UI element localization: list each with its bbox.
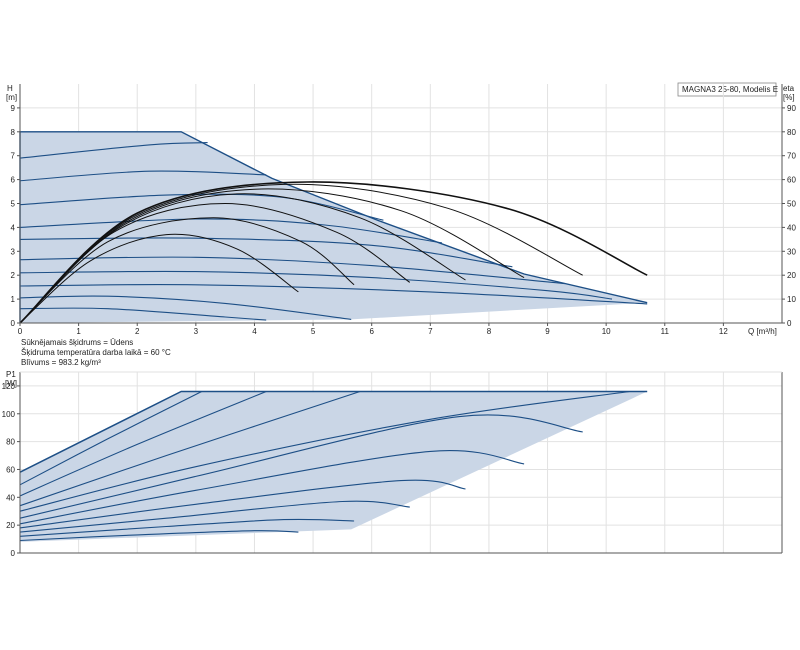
p1-curve-4 xyxy=(19,390,630,512)
top-x-tick-5: 5 xyxy=(311,327,316,336)
top-x-tick-4: 4 xyxy=(252,327,257,336)
p1-curve-7 xyxy=(19,479,466,529)
qh-curve-0 xyxy=(19,142,208,159)
top-x-tick-8: 8 xyxy=(487,327,492,336)
bot-y-tick-2: 40 xyxy=(6,493,15,502)
eta-curve-4 xyxy=(19,188,525,324)
qh-curve-9 xyxy=(19,307,267,321)
qh-curve-6 xyxy=(19,270,613,300)
top-operating-region xyxy=(20,131,648,323)
p1-curve-9 xyxy=(19,518,355,537)
top-x-tick-7: 7 xyxy=(428,327,433,336)
fluid-info-2: Šķidruma temperatūra darba laikā = 60 °C xyxy=(21,348,171,357)
top-y2-tick-5: 50 xyxy=(787,200,796,209)
p1-curve-6 xyxy=(19,450,525,525)
top-y2-tick-9: 90 xyxy=(787,104,796,113)
p1-axis-unit: [W] xyxy=(5,379,17,388)
legend-box xyxy=(677,82,777,97)
qh-curve-1 xyxy=(19,170,267,182)
top-x-tick-2: 2 xyxy=(135,327,140,336)
qh-curve-3 xyxy=(19,218,443,244)
p1-curve-8 xyxy=(19,500,410,533)
top-y-tick-1: 1 xyxy=(11,295,16,304)
qh-curve-5 xyxy=(19,256,566,285)
bot-operating-region xyxy=(20,391,648,542)
top-y2-tick-7: 70 xyxy=(787,152,796,161)
h-axis-label: H xyxy=(7,84,13,93)
top-y-tick-0: 0 xyxy=(11,319,16,328)
h-axis-unit: [m] xyxy=(6,93,17,102)
top-y-tick-6: 6 xyxy=(11,176,16,185)
top-y2-tick-6: 60 xyxy=(787,176,796,185)
eta-curve-1 xyxy=(19,217,355,324)
bot-y-tick-4: 80 xyxy=(6,438,15,447)
top-y-tick-5: 5 xyxy=(11,200,16,209)
top-y-tick-7: 7 xyxy=(11,152,16,161)
top-x-tick-12: 12 xyxy=(719,327,728,336)
p1-curve-0 xyxy=(19,390,648,473)
top-y-tick-3: 3 xyxy=(11,247,16,256)
top-x-tick-1: 1 xyxy=(76,327,81,336)
bot-y-tick-5: 100 xyxy=(2,410,16,419)
bot-y-tick-0: 0 xyxy=(11,549,16,558)
top-x-tick-10: 10 xyxy=(602,327,611,336)
top-y2-tick-8: 80 xyxy=(787,128,796,137)
legend-label: MAGNA3 25-80, Modelis E xyxy=(682,85,778,94)
top-y-tick-4: 4 xyxy=(11,223,16,232)
qh-curve-7 xyxy=(19,283,648,305)
top-x-tick-6: 6 xyxy=(369,327,374,336)
top-x-tick-11: 11 xyxy=(661,327,670,336)
top-y2-tick-2: 20 xyxy=(787,271,796,280)
p1-curve-1 xyxy=(19,391,202,486)
qh-curve-8 xyxy=(19,295,352,320)
top-x-tick-3: 3 xyxy=(194,327,199,336)
q-axis-label: Q [m³/h] xyxy=(748,327,777,336)
eta-axis-label: eta xyxy=(783,84,795,93)
top-y2-tick-0: 0 xyxy=(787,319,792,328)
p1-curve-2 xyxy=(19,390,267,497)
p1-curve-3 xyxy=(19,390,361,507)
bot-y-tick-6: 120 xyxy=(2,382,16,391)
top-x-tick-9: 9 xyxy=(545,327,550,336)
bot-y-tick-1: 20 xyxy=(6,521,15,530)
eta-curve-6 xyxy=(19,181,648,324)
p1-curve-5 xyxy=(19,414,583,519)
fluid-info-3: Blīvums = 983.2 kg/m³ xyxy=(21,358,101,367)
top-y-tick-8: 8 xyxy=(11,128,16,137)
top-y-tick-9: 9 xyxy=(11,104,16,113)
eta-axis-unit: [%] xyxy=(783,93,795,102)
p1-axis-label: P1 xyxy=(6,370,16,379)
top-y2-tick-3: 30 xyxy=(787,247,796,256)
top-y-tick-2: 2 xyxy=(11,271,16,280)
eta-curve-0 xyxy=(19,233,299,324)
bot-y-tick-3: 60 xyxy=(6,465,15,474)
qh-curve-2 xyxy=(19,193,384,221)
qh-curve-4 xyxy=(19,237,513,268)
top-y2-tick-1: 10 xyxy=(787,295,796,304)
p1-curve-10 xyxy=(19,530,299,542)
top-x-tick-0: 0 xyxy=(18,327,23,336)
fluid-info-1: Sūknējamais šķidrums = Ūdens xyxy=(21,338,133,347)
top-y2-tick-4: 40 xyxy=(787,223,796,232)
